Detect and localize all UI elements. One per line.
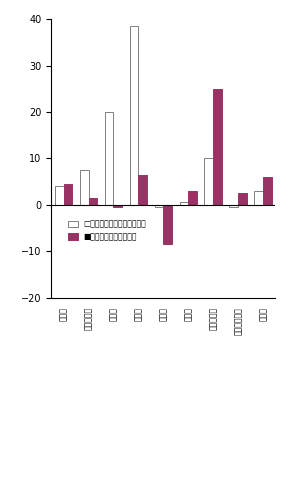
Bar: [154, 205, 163, 207]
Bar: [130, 26, 138, 205]
Bar: [263, 177, 272, 205]
Text: 鉱工業: 鉱工業: [59, 307, 68, 321]
Text: 消費財: 消費財: [184, 307, 193, 321]
Bar: [105, 112, 113, 205]
Text: 最終需要財: 最終需要財: [84, 307, 93, 330]
Text: 生産財: 生産財: [258, 307, 268, 321]
Bar: [80, 170, 89, 205]
Bar: [163, 205, 172, 244]
Bar: [179, 203, 188, 205]
Text: 投資財: 投資財: [109, 307, 118, 321]
Bar: [188, 191, 197, 205]
Bar: [213, 89, 222, 205]
Text: 非耐久消費財: 非耐久消費財: [233, 307, 243, 335]
Bar: [204, 158, 213, 205]
Bar: [138, 175, 147, 205]
Bar: [89, 198, 97, 205]
Text: 資本財: 資本財: [134, 307, 143, 321]
Bar: [229, 205, 238, 207]
Legend: □前月比（季節調整済指数）, ■前年同月比（原指数）: □前月比（季節調整済指数）, ■前年同月比（原指数）: [66, 217, 149, 244]
Text: 建設財: 建設財: [159, 307, 168, 321]
Bar: [64, 184, 72, 205]
Bar: [55, 186, 64, 205]
Bar: [254, 191, 263, 205]
Bar: [113, 205, 122, 207]
Bar: [238, 193, 247, 205]
Text: 耐久消費財: 耐久消費財: [209, 307, 218, 330]
